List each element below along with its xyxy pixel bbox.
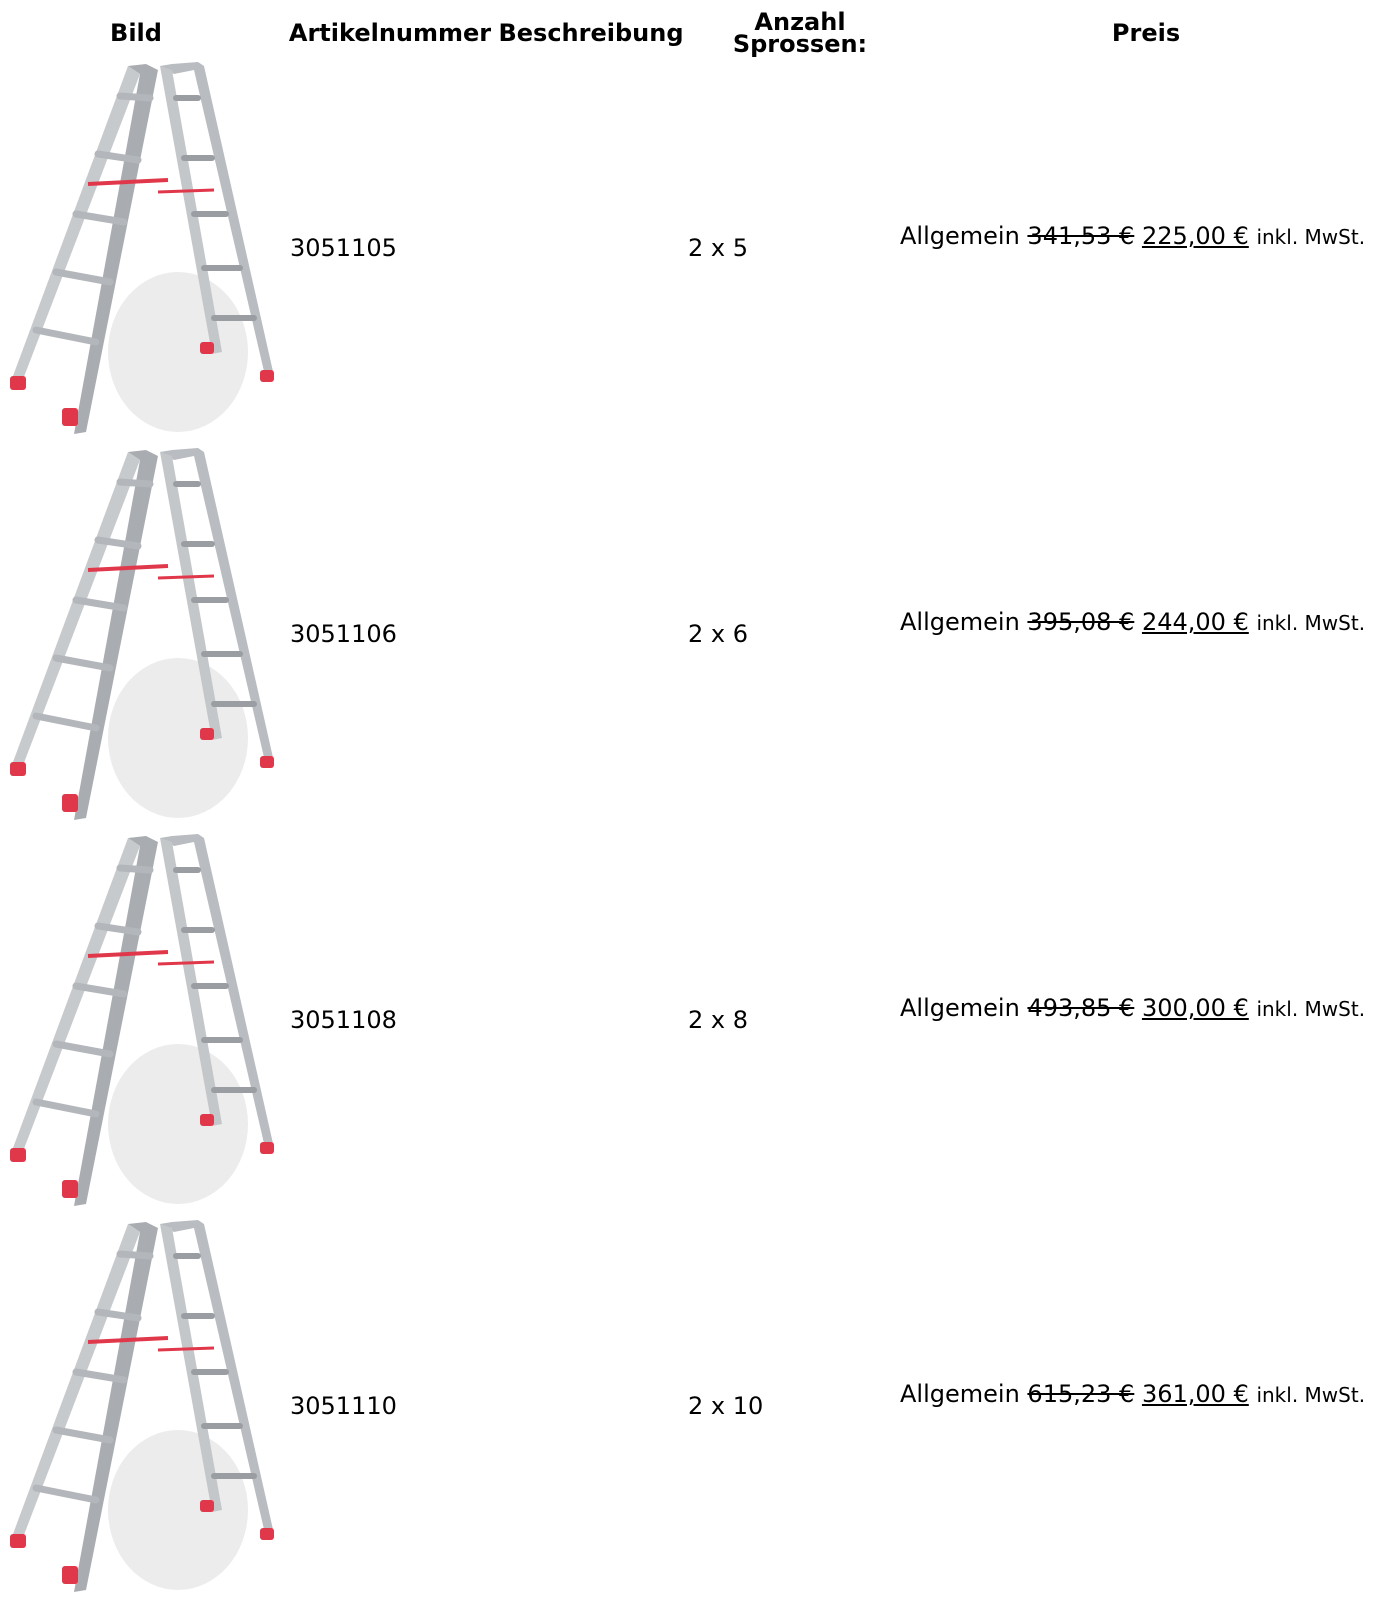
- price-group: Allgemein: [900, 1380, 1020, 1408]
- header-beschreibung: Beschreibung: [498, 19, 684, 47]
- table-row: 3051105 2 x 5 Allgemein 341,53 € 225,00 …: [0, 62, 1386, 448]
- vat-note: inkl. MwSt.: [1256, 611, 1366, 635]
- price-group: Allgemein: [900, 608, 1020, 636]
- header-bild: Bild: [110, 19, 162, 47]
- step-ladder-image[interactable]: [8, 834, 284, 1212]
- price-cell: Allgemein 493,85 € 300,00 € inkl. MwSt.: [900, 994, 1365, 1022]
- article-number: 3051106: [290, 620, 397, 648]
- article-number: 3051108: [290, 1006, 397, 1034]
- price-cell: Allgemein 395,08 € 244,00 € inkl. MwSt.: [900, 608, 1365, 636]
- table-row: 3051106 2 x 6 Allgemein 395,08 € 244,00 …: [0, 448, 1386, 834]
- new-price: 361,00 €: [1141, 1380, 1249, 1408]
- new-price: 244,00 €: [1141, 608, 1249, 636]
- price-cell: Allgemein 341,53 € 225,00 € inkl. MwSt.: [900, 222, 1365, 250]
- new-price: 300,00 €: [1141, 994, 1249, 1022]
- step-ladder-image[interactable]: [8, 62, 284, 440]
- price-group: Allgemein: [900, 994, 1020, 1022]
- price-cell: Allgemein 615,23 € 361,00 € inkl. MwSt.: [900, 1380, 1365, 1408]
- old-price: 493,85 €: [1027, 994, 1135, 1022]
- rung-count: 2 x 8: [688, 1006, 748, 1034]
- header-preis: Preis: [1111, 19, 1181, 47]
- old-price: 395,08 €: [1027, 608, 1135, 636]
- step-ladder-image[interactable]: [8, 1220, 284, 1598]
- price-group: Allgemein: [900, 222, 1020, 250]
- header-sprossen-line: Sprossen:: [732, 30, 868, 58]
- header-anzahl-sprossen: Anzahl Sprossen:: [700, 0, 900, 66]
- article-number: 3051110: [290, 1392, 397, 1420]
- old-price: 341,53 €: [1027, 222, 1135, 250]
- vat-note: inkl. MwSt.: [1256, 997, 1366, 1021]
- header-anzahl-line: Anzahl: [754, 8, 846, 36]
- table-row: 3051110 2 x 10 Allgemein 615,23 € 361,00…: [0, 1220, 1386, 1606]
- rung-count: 2 x 5: [688, 234, 748, 262]
- step-ladder-image[interactable]: [8, 448, 284, 826]
- header-artikelnummer: Artikelnummer: [288, 19, 492, 47]
- rung-count: 2 x 6: [688, 620, 748, 648]
- vat-note: inkl. MwSt.: [1256, 225, 1366, 249]
- article-number: 3051105: [290, 234, 397, 262]
- old-price: 615,23 €: [1027, 1380, 1135, 1408]
- rung-count: 2 x 10: [688, 1392, 764, 1420]
- new-price: 225,00 €: [1141, 222, 1249, 250]
- table-row: 3051108 2 x 8 Allgemein 493,85 € 300,00 …: [0, 834, 1386, 1220]
- vat-note: inkl. MwSt.: [1256, 1383, 1366, 1407]
